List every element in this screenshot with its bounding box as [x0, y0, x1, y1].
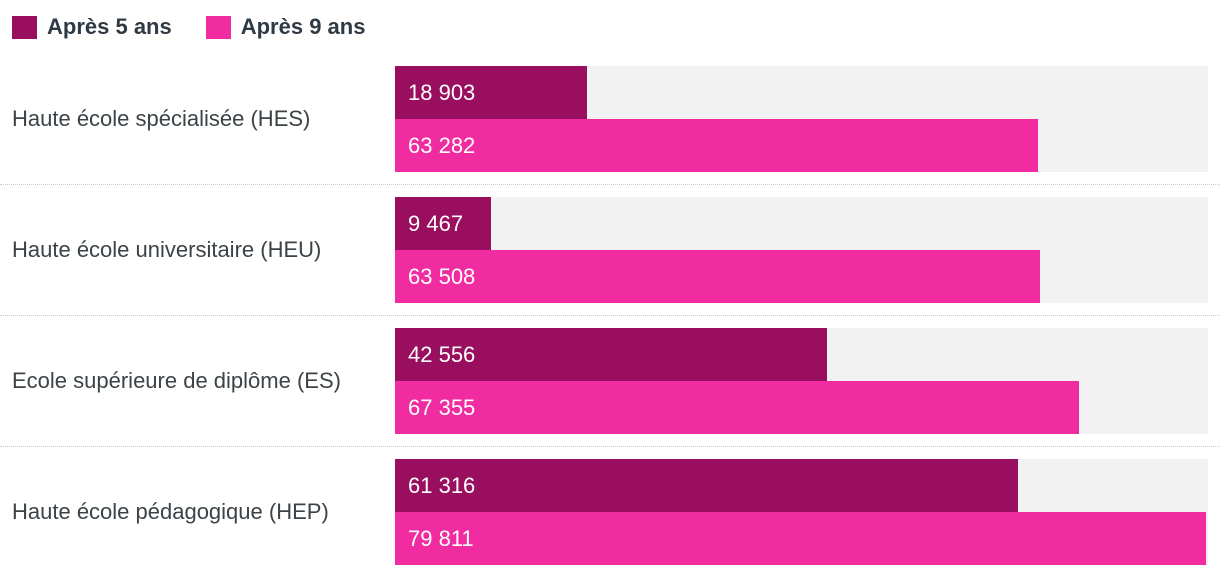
bar-hes-5ans: 18 903 [395, 66, 588, 119]
legend-label-apres-5-ans: Après 5 ans [47, 14, 172, 39]
bar-value-heu-5ans: 9 467 [408, 210, 464, 236]
category-label-hes: Haute école spécialisée (HES) [12, 105, 311, 131]
legend-label-apres-9-ans: Après 9 ans [240, 14, 366, 39]
bar-es-5ans: 42 556 [395, 328, 828, 381]
bar-value-es-9ans: 67 355 [408, 394, 476, 420]
chart-row-hes: Haute école spécialisée (HES) 18 903 63 … [0, 66, 1220, 184]
chart-row-heu: Haute école universitaire (HEU) 9 467 63… [0, 184, 1220, 315]
chart-row-hep: Haute école pédagogique (HEP) 61 316 79 … [0, 446, 1220, 577]
bar-value-heu-9ans: 63 508 [408, 263, 476, 289]
bar-track-hes: 18 903 63 282 [395, 66, 1208, 172]
chart-row-es: Ecole supérieure de diplôme (ES) 42 556 … [0, 315, 1220, 446]
category-label-hep: Haute école pédagogique (HEP) [12, 498, 329, 524]
bar-value-hep-9ans: 79 811 [408, 525, 474, 551]
category-label-heu: Haute école universitaire (HEU) [12, 236, 322, 262]
bar-es-9ans: 67 355 [395, 381, 1080, 434]
legend-swatch-apres-5-ans [12, 15, 37, 39]
bar-value-hep-5ans: 61 316 [408, 472, 476, 498]
bar-chart: Haute école spécialisée (HES) 18 903 63 … [0, 66, 1220, 577]
bar-value-hes-5ans: 18 903 [408, 79, 476, 105]
bar-track-es: 42 556 67 355 [395, 328, 1208, 434]
bar-value-es-5ans: 42 556 [408, 341, 476, 367]
bar-hes-9ans: 63 282 [395, 119, 1039, 172]
legend-item-apres-9-ans: Après 9 ans [205, 14, 366, 40]
bar-value-hes-9ans: 63 282 [408, 132, 476, 158]
bar-hep-9ans: 79 811 [395, 512, 1207, 565]
bar-track-hep: 61 316 79 811 [395, 459, 1208, 565]
bar-heu-9ans: 63 508 [395, 250, 1041, 303]
chart-legend: Après 5 ans Après 9 ans [0, 0, 1220, 40]
legend-swatch-apres-9-ans [205, 15, 231, 39]
category-label-es: Ecole supérieure de diplôme (ES) [12, 367, 341, 393]
bar-heu-5ans: 9 467 [395, 197, 492, 250]
bar-hep-5ans: 61 316 [395, 459, 1019, 512]
bar-track-heu: 9 467 63 508 [395, 197, 1208, 303]
legend-item-apres-5-ans: Après 5 ans [12, 14, 172, 40]
